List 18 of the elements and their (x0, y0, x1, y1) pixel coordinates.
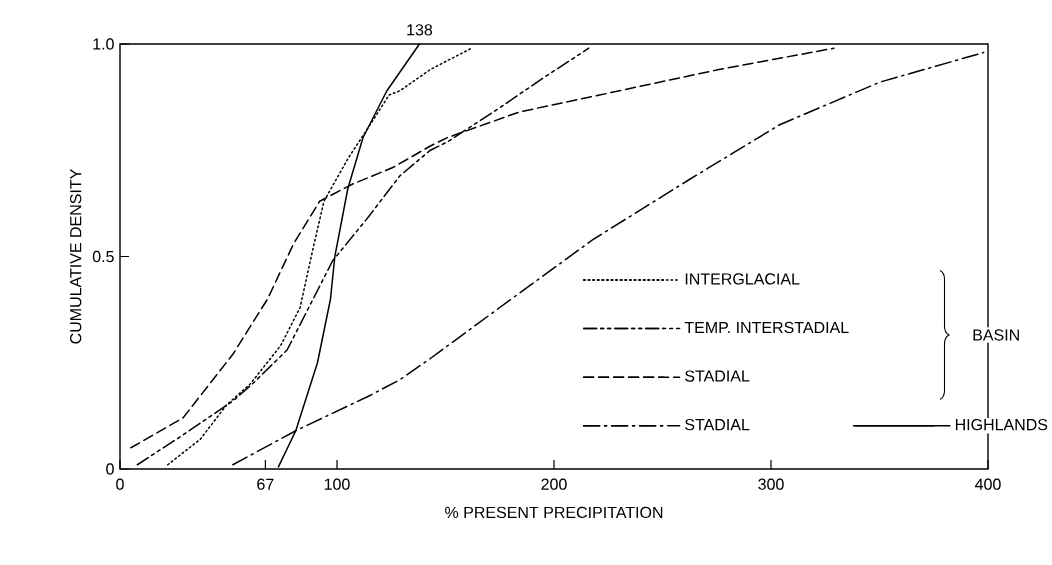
legend-label: STADIAL (685, 370, 750, 382)
y-tick-label: 0.5 (92, 250, 114, 263)
legend-label: HIGHLANDS (955, 418, 1048, 431)
annotation: BASIN (973, 329, 1019, 341)
legend-label: TEMP. INTERSTADIAL (684, 321, 849, 334)
x-tick-label: 67 (257, 478, 274, 490)
x-tick-label: 0 (116, 478, 124, 490)
y-tick-label: 0 (106, 463, 114, 475)
annotation: 138 (407, 24, 433, 36)
legend-label: INTERGLACIAL (685, 273, 800, 285)
x-tick-label: 200 (541, 478, 567, 490)
x-tick-label: 400 (975, 478, 1001, 490)
legend-label: STADIAL (685, 418, 750, 431)
x-axis-title: % PRESENT PRECIPITATION (445, 506, 663, 519)
y-axis-title: CUMULATIVE DENSITY (70, 169, 82, 344)
y-tick-label: 1.0 (93, 38, 114, 50)
x-tick-label: 300 (758, 478, 784, 490)
x-tick-label: 100 (324, 478, 350, 490)
